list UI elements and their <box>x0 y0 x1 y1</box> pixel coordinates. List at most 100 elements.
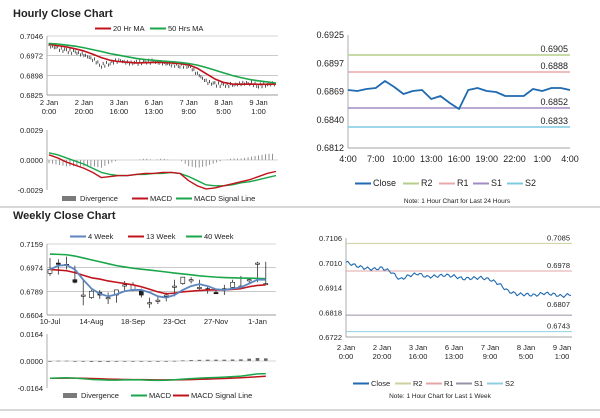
x-tick-label: 0:00 <box>339 352 354 361</box>
chart-note: Note: 1 Hour Chart for Last 24 Hours <box>404 198 511 205</box>
macd-signal-line <box>48 152 277 187</box>
x-tick-label: 1:00 <box>251 107 266 116</box>
y-tick-label: 0.6825 <box>20 91 43 100</box>
x-tick-label: 18-Sep <box>121 317 145 326</box>
divergence-bar <box>114 361 119 362</box>
ma-4-week-line <box>49 264 266 299</box>
x-tick-label: 8 Jan <box>214 98 232 107</box>
divergence-bar <box>247 358 251 361</box>
x-tick-label: 20:00 <box>373 352 392 361</box>
y-tick-label: 0.0000 <box>20 156 43 165</box>
y-tick-label: -0.0029 <box>18 186 43 195</box>
x-tick-label: 8 Jan <box>517 343 535 352</box>
y-tick-label: 0.6974 <box>20 264 43 273</box>
x-tick-label: 23-Oct <box>163 317 186 326</box>
y-tick-label: 0.6812 <box>316 143 344 153</box>
divergence-bar <box>264 358 268 361</box>
level-label-s1: 0.6807 <box>547 300 570 309</box>
y-tick-label: 0.0000 <box>20 357 43 366</box>
candle-body <box>197 287 202 289</box>
y-tick-label: 0.7159 <box>20 240 43 249</box>
y-tick-label: 0.7106 <box>319 234 342 243</box>
y-tick-label: 0.7010 <box>319 259 342 268</box>
x-tick-label: 10:00 <box>392 154 415 164</box>
x-tick-label: 2 Jan <box>337 343 355 352</box>
x-tick-label: 16:00 <box>109 107 128 116</box>
divergence-bar <box>89 361 94 362</box>
candle-body <box>89 290 94 298</box>
y-tick-label: 0.6722 <box>319 333 342 342</box>
candle-body <box>72 279 78 283</box>
divergence-bar <box>73 361 77 362</box>
close-line <box>345 260 572 298</box>
x-tick-label: 2 Jan <box>40 98 58 107</box>
legend-entry: Divergence <box>81 391 119 400</box>
x-tick-label: 1-Jan <box>248 317 267 326</box>
legend-entry: 13 Week <box>146 232 176 241</box>
legend-entry: 40 Week <box>204 232 234 241</box>
legend-entry: Divergence <box>80 194 118 203</box>
legend-entry: S2 <box>505 379 514 388</box>
legend-entry: 20 Hr MA <box>113 24 145 33</box>
x-tick-label: 22:00 <box>503 154 526 164</box>
candle-body <box>172 285 177 288</box>
divergence-bar <box>106 361 110 362</box>
candle-body <box>213 292 219 295</box>
legend-swatch <box>63 393 77 398</box>
level-label-r1: 0.6978 <box>547 261 570 270</box>
level-label-r1: 0.6888 <box>540 61 568 71</box>
legend-entry: Close <box>371 379 390 388</box>
ma-20-line <box>48 43 277 86</box>
divergence-bar <box>131 361 135 362</box>
level-label-s2: 0.6743 <box>547 322 570 331</box>
legend-entry: R2 <box>413 379 423 388</box>
candle-body <box>55 262 61 265</box>
legend-entry: MACD Signal Line <box>194 194 255 203</box>
y-tick-label: 0.7046 <box>20 32 43 41</box>
level-label-s2: 0.6833 <box>540 116 568 126</box>
x-tick-label: 9:00 <box>483 352 498 361</box>
legend-entry: 4 Week <box>88 232 114 241</box>
x-tick-label: 14-Aug <box>79 317 103 326</box>
divergence-bar <box>48 361 52 362</box>
y-tick-label: 0.6789 <box>20 287 43 296</box>
candle-body <box>180 276 186 284</box>
x-tick-label: 1:00 <box>555 352 570 361</box>
y-tick-label: 0.0029 <box>20 126 43 135</box>
legend-entry: R1 <box>444 379 454 388</box>
candle-body <box>122 284 127 287</box>
divergence-bar <box>197 359 202 361</box>
x-tick-label: 9:00 <box>181 107 196 116</box>
ma-13-week-line <box>49 268 266 295</box>
x-tick-label: 27-Nov <box>204 317 228 326</box>
legend-entry: R1 <box>457 178 469 188</box>
x-tick-label: 5:00 <box>519 352 534 361</box>
divergence-bar <box>98 361 102 362</box>
ma-40-week-line <box>49 253 266 280</box>
candle-body <box>246 279 252 282</box>
divergence-bar <box>181 360 185 362</box>
candle-body <box>188 279 194 282</box>
x-tick-label: 20:00 <box>75 107 94 116</box>
divergence-bar <box>156 361 160 362</box>
x-tick-label: 10-Jul <box>40 317 61 326</box>
x-tick-label: 3 Jan <box>409 343 427 352</box>
x-tick-label: 7:00 <box>367 154 385 164</box>
candle-body <box>80 294 86 297</box>
divergence-bar <box>164 361 168 362</box>
y-tick-label: -0.0164 <box>18 384 43 393</box>
x-tick-label: 16:00 <box>409 352 428 361</box>
x-tick-label: 1:00 <box>533 154 551 164</box>
divergence-bar <box>81 361 85 362</box>
y-tick-label: 0.6869 <box>316 87 344 97</box>
candle-body <box>155 299 161 302</box>
divergence-bar <box>139 361 144 362</box>
y-tick-label: 0.6972 <box>20 52 43 61</box>
close-line <box>347 80 571 110</box>
candle-body <box>263 283 269 286</box>
x-tick-label: 0:00 <box>42 107 57 116</box>
x-tick-label: 3 Jan <box>110 98 128 107</box>
x-tick-label: 4:00 <box>561 154 579 164</box>
